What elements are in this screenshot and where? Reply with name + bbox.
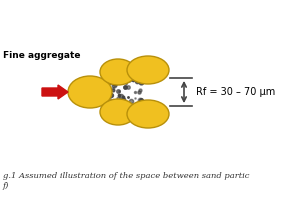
- Ellipse shape: [127, 56, 169, 84]
- Ellipse shape: [68, 76, 112, 108]
- Ellipse shape: [100, 99, 136, 125]
- Ellipse shape: [127, 100, 169, 128]
- Ellipse shape: [100, 59, 136, 85]
- FancyArrow shape: [42, 85, 68, 99]
- Text: Fine aggregate: Fine aggregate: [3, 50, 80, 60]
- Text: Rf = 30 – 70 μm: Rf = 30 – 70 μm: [196, 87, 275, 97]
- Text: g.1 Assumed illustration of the space between sand partic: g.1 Assumed illustration of the space be…: [3, 172, 250, 180]
- Text: f): f): [3, 182, 9, 190]
